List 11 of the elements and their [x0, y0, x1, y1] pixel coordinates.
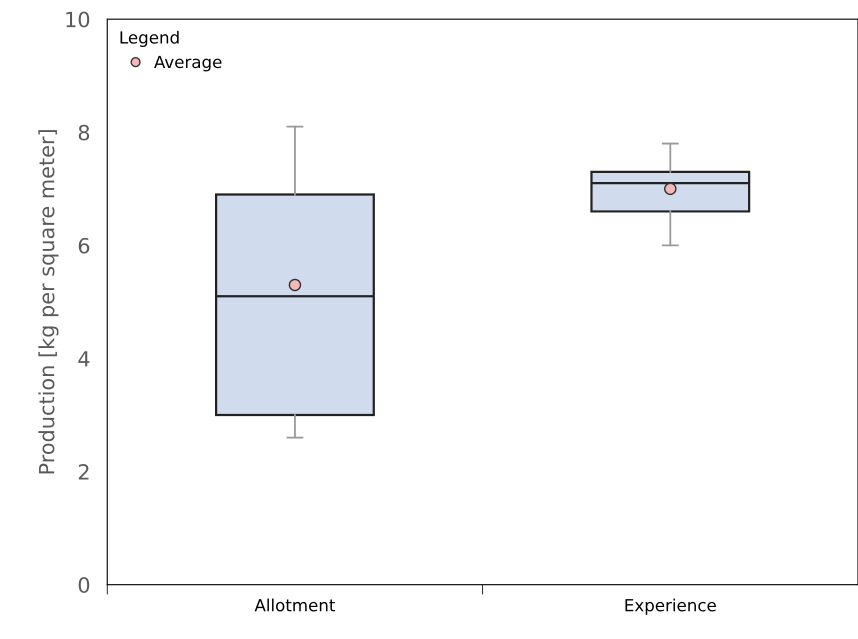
y-tick-label: 2 [78, 464, 88, 480]
x-tick-label: Experience [625, 598, 716, 615]
y-tick-label: 10 [66, 12, 90, 28]
y-tick-label: 0 [78, 577, 90, 593]
legend-title: Legend [120, 30, 179, 47]
x-tick-label: Allotment [254, 598, 336, 612]
y-tick-label: 8 [78, 124, 90, 140]
y-tick-label: 6 [78, 238, 90, 254]
legend-label: Average [154, 56, 222, 72]
y-tick-label: 4 [78, 351, 90, 366]
y-axis-title: Production [kg per square meter] [38, 130, 59, 474]
